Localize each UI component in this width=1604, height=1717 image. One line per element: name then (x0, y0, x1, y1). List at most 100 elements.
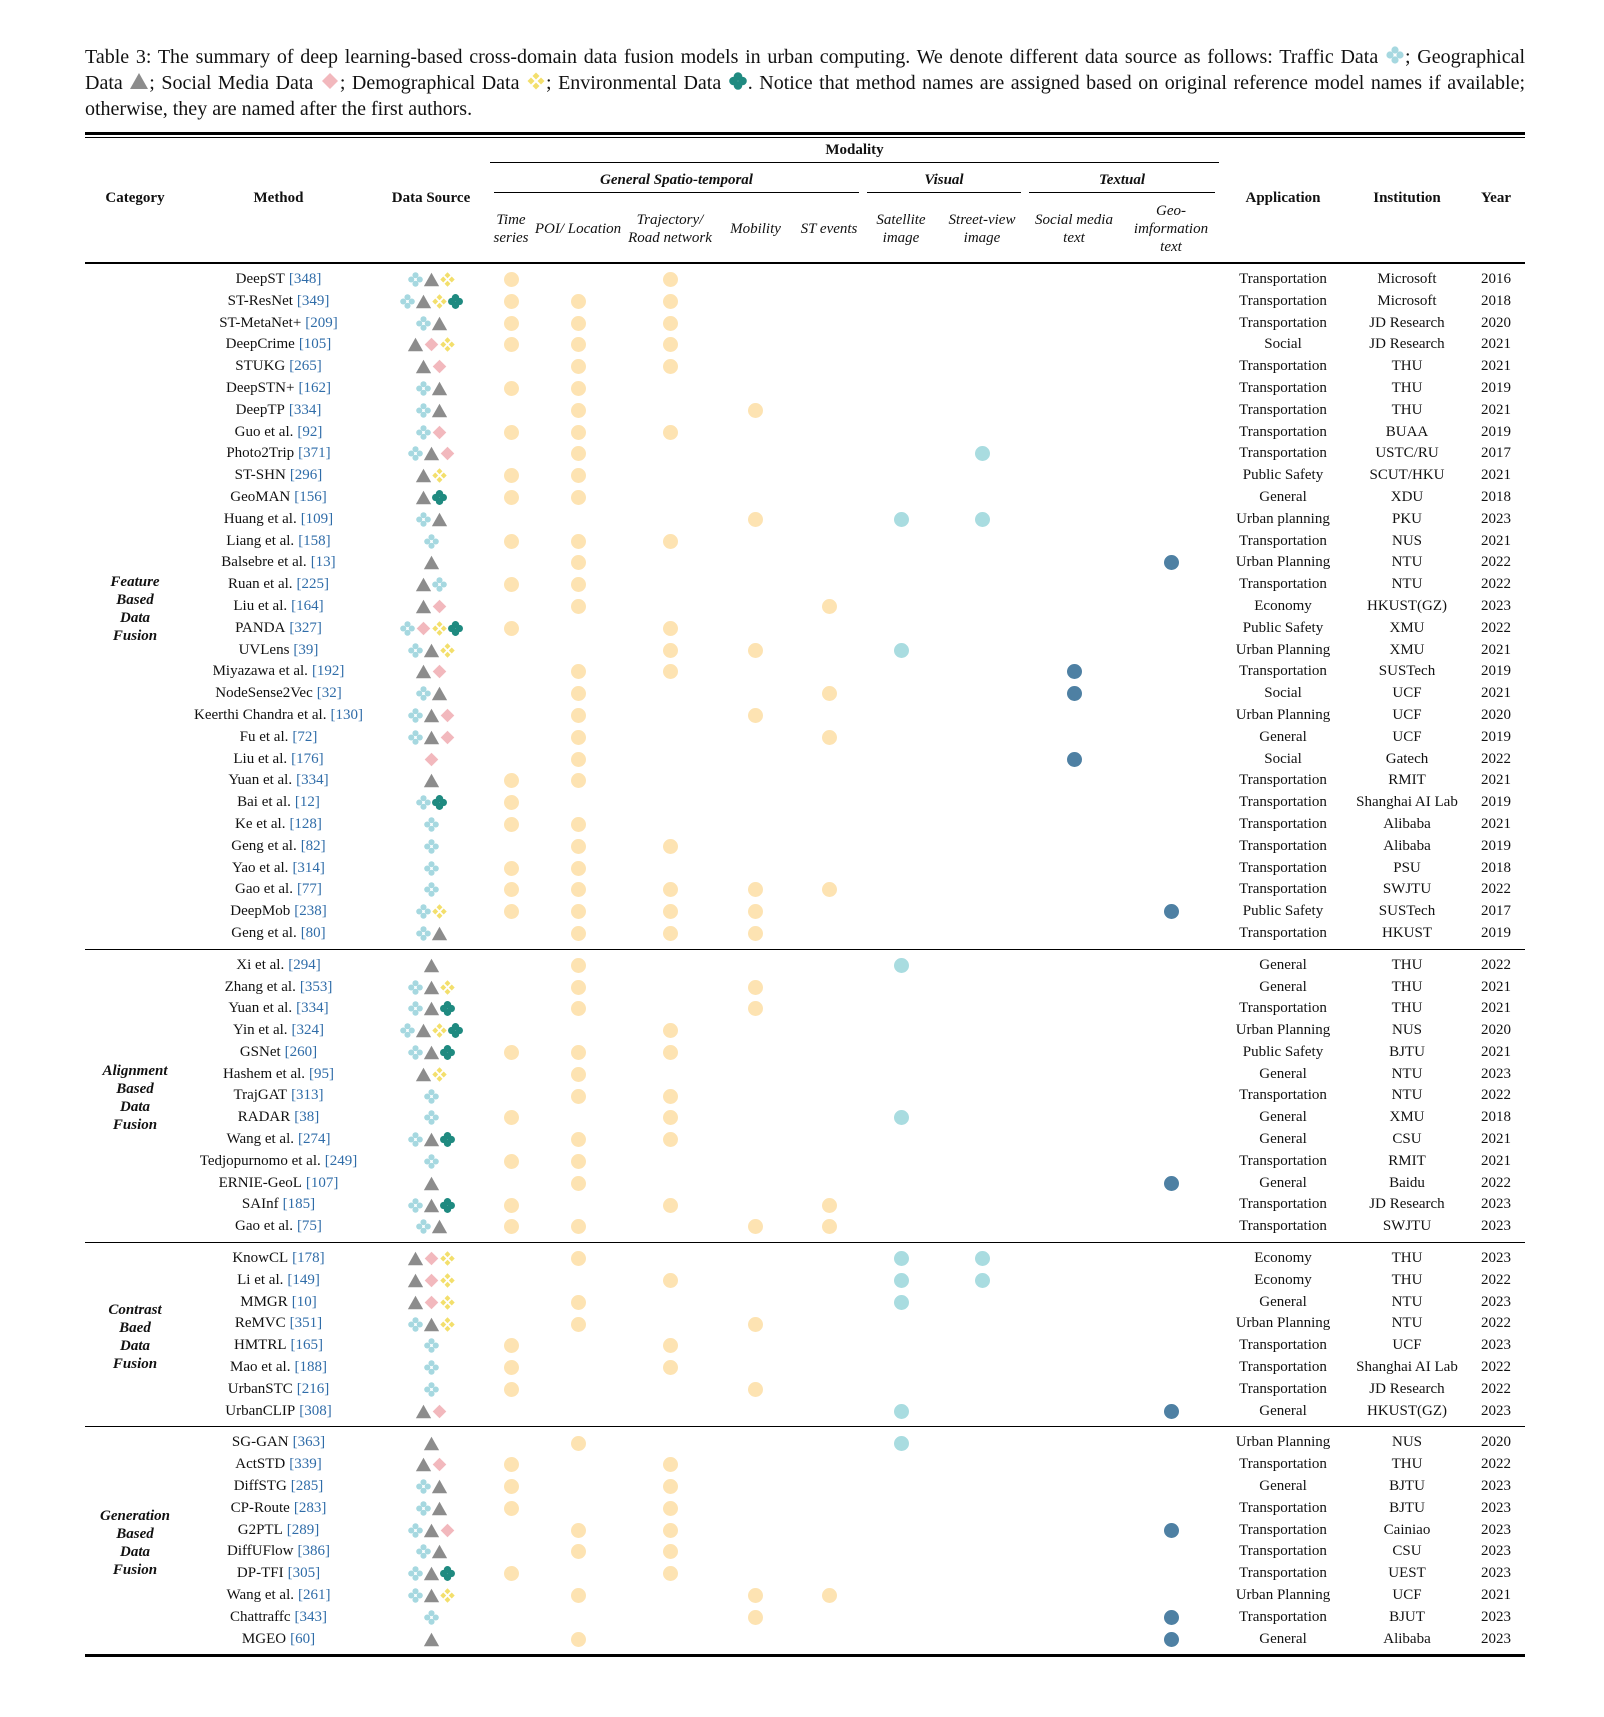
institution-cell: JD Research (1369, 314, 1445, 331)
table-row: Tedjopurnomo et al. [249] Transportation RM… (85, 1151, 1525, 1173)
category-cell: Feature Based Data Fusion (110, 573, 160, 644)
method-cell: UVLens [39] (185, 640, 372, 662)
reference: [192] (311, 663, 345, 680)
modality-cell (939, 949, 1025, 976)
modality-cell (532, 552, 624, 574)
modality-cell (1123, 977, 1219, 999)
data-source-cell (372, 749, 490, 771)
modality-cell (939, 749, 1025, 771)
source-icon (399, 1022, 416, 1039)
table-row: Balsebre et al. [13] Urban Planning NTU 2022 (85, 552, 1525, 574)
modality-cell (716, 814, 795, 836)
modality-cell (1025, 263, 1123, 291)
institution-cell: BJTU (1389, 1043, 1425, 1060)
modality-cell (532, 1292, 624, 1314)
modality-cell (939, 313, 1025, 335)
source-icon (415, 663, 432, 680)
top-rule (85, 137, 1525, 138)
table-row: CP-Route [283] Transportation BJTU 2023 (85, 1498, 1525, 1520)
modality-cell (1025, 1107, 1123, 1129)
modality-cell (716, 291, 795, 313)
modality-cell (939, 1379, 1025, 1401)
method-name: DeepCrime (225, 336, 295, 353)
modality-cell (624, 1064, 716, 1086)
institution-cell: THU (1391, 1250, 1423, 1267)
source-icon (423, 751, 440, 768)
data-source-cell (372, 1129, 490, 1151)
modality-cell (532, 879, 624, 901)
modality-cell (1123, 1107, 1219, 1129)
year-cell: 2019 (1481, 423, 1511, 440)
reference: [294] (288, 956, 321, 973)
modality-cell (716, 1173, 795, 1195)
method-name: Huang et al. (223, 510, 297, 527)
reference: [176] (291, 750, 324, 767)
modality-cell (795, 1129, 863, 1151)
source-icon (423, 979, 440, 996)
method-name: Wang et al. (226, 1131, 294, 1148)
modality-dot (662, 838, 678, 854)
application-cell: Economy (1254, 1271, 1312, 1288)
modality-dot (662, 664, 678, 680)
modality-cell (939, 1042, 1025, 1064)
application-cell: General (1259, 1478, 1307, 1495)
modality-cell (532, 531, 624, 553)
application-cell: General (1259, 1174, 1307, 1191)
institution-cell: UCF (1392, 1337, 1422, 1354)
data-source-cell (372, 1151, 490, 1173)
modality-cell (532, 949, 624, 976)
source-icon (407, 1522, 424, 1539)
method-name: Liang et al. (226, 532, 295, 549)
reference: [348] (288, 271, 322, 287)
application-cell: Transportation (1239, 1499, 1327, 1516)
method-cell: Tedjopurnomo et al. [249] (185, 1151, 372, 1173)
method-name: MMGR (240, 1293, 288, 1310)
reference: [314] (292, 859, 325, 876)
modality-cell (1025, 814, 1123, 836)
institution-cell: UCF (1392, 685, 1422, 702)
reference: [72] (292, 728, 318, 745)
modality-cell (1025, 1541, 1123, 1563)
modality-cell (624, 1498, 716, 1520)
modality-dot (503, 272, 519, 288)
modality-cell (1025, 749, 1123, 771)
modality-cell (1123, 1585, 1219, 1607)
data-source-cell (372, 705, 490, 727)
group-header: General Spatio-temporal (490, 169, 863, 196)
table-row: UrbanSTC [216] Transportation JD Research 20… (85, 1379, 1525, 1401)
modality-cell (939, 1173, 1025, 1195)
modality-cell (863, 814, 939, 836)
method-name: Keerthi Chandra et al. (194, 706, 327, 723)
source-icon (431, 424, 448, 441)
modality-dot (662, 882, 678, 898)
modality-cell (1123, 640, 1219, 662)
modality-cell (795, 531, 863, 553)
modality-dot (821, 599, 837, 615)
modality-cell (716, 683, 795, 705)
modality-cell (1123, 858, 1219, 880)
modality-dot (893, 1251, 909, 1267)
modality-cell (1025, 661, 1123, 683)
modality-dot (503, 490, 519, 506)
header-cell: Category (105, 190, 165, 206)
modality-cell (795, 552, 863, 574)
modality-cell (532, 998, 624, 1020)
method-cell: Li et al. [149] (185, 1270, 372, 1292)
modality-dot (503, 1500, 519, 1516)
source-icon (423, 642, 440, 659)
reference: [75] (296, 1218, 322, 1235)
reference: [285] (290, 1478, 324, 1495)
source-icon (415, 1403, 432, 1420)
modality-cell (624, 1243, 716, 1270)
institution-cell: Microsoft (1377, 292, 1437, 309)
method-name: UVLens (238, 641, 290, 658)
modality-cell (863, 1541, 939, 1563)
modality-cell (716, 356, 795, 378)
modality-cell (490, 552, 532, 574)
method-name: ActSTD (235, 1456, 286, 1473)
table-row: PANDA [327] Public Safety XMU 2022 (85, 618, 1525, 640)
modality-cell (1123, 552, 1219, 574)
modality-cell (624, 1379, 716, 1401)
modality-cell (939, 792, 1025, 814)
modality-cell (795, 291, 863, 313)
